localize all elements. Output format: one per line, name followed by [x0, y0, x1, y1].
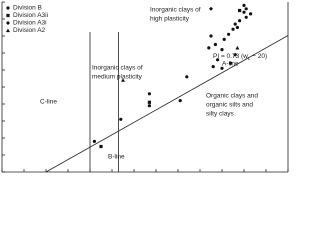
- point: [238, 19, 242, 23]
- point: [213, 42, 217, 47]
- point: [231, 27, 235, 31]
- point: [244, 7, 248, 11]
- legend-label: Division A2: [13, 27, 46, 34]
- point: [99, 144, 103, 149]
- annotation: medium plasticity: [92, 74, 143, 81]
- point: [147, 104, 151, 108]
- point: [209, 34, 213, 38]
- point: [242, 10, 246, 14]
- point: [227, 32, 231, 36]
- point: [92, 139, 96, 143]
- reference-label: B-line: [108, 154, 125, 161]
- point: [121, 78, 125, 82]
- annotation: Inorganic clays of: [150, 7, 201, 14]
- point: [185, 75, 189, 79]
- legend-marker: [6, 6, 10, 10]
- annotation: Organic clays and: [206, 93, 258, 100]
- point: [209, 6, 213, 11]
- point: [178, 99, 182, 103]
- point: [216, 58, 220, 62]
- legend-marker: [6, 28, 10, 33]
- annotation: Inorganic clays of: [92, 65, 143, 72]
- a-line: [45, 35, 289, 173]
- point: [242, 3, 246, 7]
- legend-label: Division B: [13, 5, 42, 12]
- annotation: high plasticity: [150, 16, 190, 23]
- point: [249, 12, 253, 16]
- point: [207, 46, 211, 50]
- point: [229, 61, 233, 65]
- point: [211, 65, 215, 69]
- point: [233, 22, 237, 26]
- point: [244, 15, 248, 19]
- point: [233, 52, 238, 57]
- annotation: silty clays: [206, 111, 235, 118]
- point: [222, 37, 226, 42]
- legend-marker: [6, 13, 10, 18]
- legend-marker: [6, 21, 10, 25]
- point: [238, 8, 242, 13]
- equation-part: − 20): [250, 53, 267, 60]
- a-line-equation: PI = 0.73 (wL − 20): [213, 53, 267, 61]
- point: [119, 117, 123, 121]
- annotation: organic silts and: [206, 102, 253, 109]
- point: [220, 66, 224, 70]
- equation-part: L: [248, 56, 251, 61]
- point: [147, 92, 151, 96]
- legend-label: Division A3ii: [13, 12, 48, 19]
- point: [235, 25, 239, 30]
- point: [235, 45, 240, 50]
- reference-label: C-line: [40, 99, 57, 106]
- equation-part: PI = 0.73 (w: [213, 53, 248, 60]
- point: [220, 48, 224, 52]
- legend-label: Division A3i: [13, 20, 47, 27]
- point: [147, 100, 151, 104]
